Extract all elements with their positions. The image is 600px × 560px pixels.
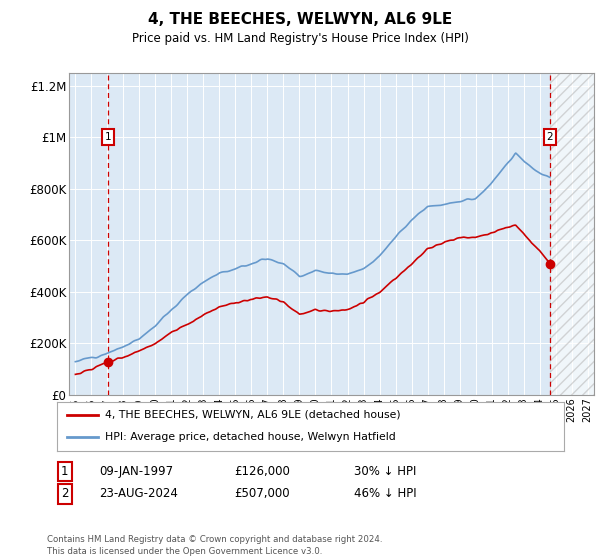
Text: 4, THE BEECHES, WELWYN, AL6 9LE: 4, THE BEECHES, WELWYN, AL6 9LE: [148, 12, 452, 27]
Text: £507,000: £507,000: [234, 487, 290, 501]
Text: 46% ↓ HPI: 46% ↓ HPI: [354, 487, 416, 501]
Text: 1: 1: [104, 132, 111, 142]
Text: 23-AUG-2024: 23-AUG-2024: [99, 487, 178, 501]
Text: 30% ↓ HPI: 30% ↓ HPI: [354, 465, 416, 478]
Text: 09-JAN-1997: 09-JAN-1997: [99, 465, 173, 478]
Text: £126,000: £126,000: [234, 465, 290, 478]
Bar: [550, 73, 594, 395]
Text: 2: 2: [61, 487, 68, 501]
Text: 1: 1: [61, 465, 68, 478]
Text: HPI: Average price, detached house, Welwyn Hatfield: HPI: Average price, detached house, Welw…: [105, 432, 396, 442]
Text: Contains HM Land Registry data © Crown copyright and database right 2024.
This d: Contains HM Land Registry data © Crown c…: [47, 535, 382, 556]
Text: Price paid vs. HM Land Registry's House Price Index (HPI): Price paid vs. HM Land Registry's House …: [131, 32, 469, 45]
Text: 2: 2: [547, 132, 553, 142]
Text: 4, THE BEECHES, WELWYN, AL6 9LE (detached house): 4, THE BEECHES, WELWYN, AL6 9LE (detache…: [105, 410, 401, 420]
